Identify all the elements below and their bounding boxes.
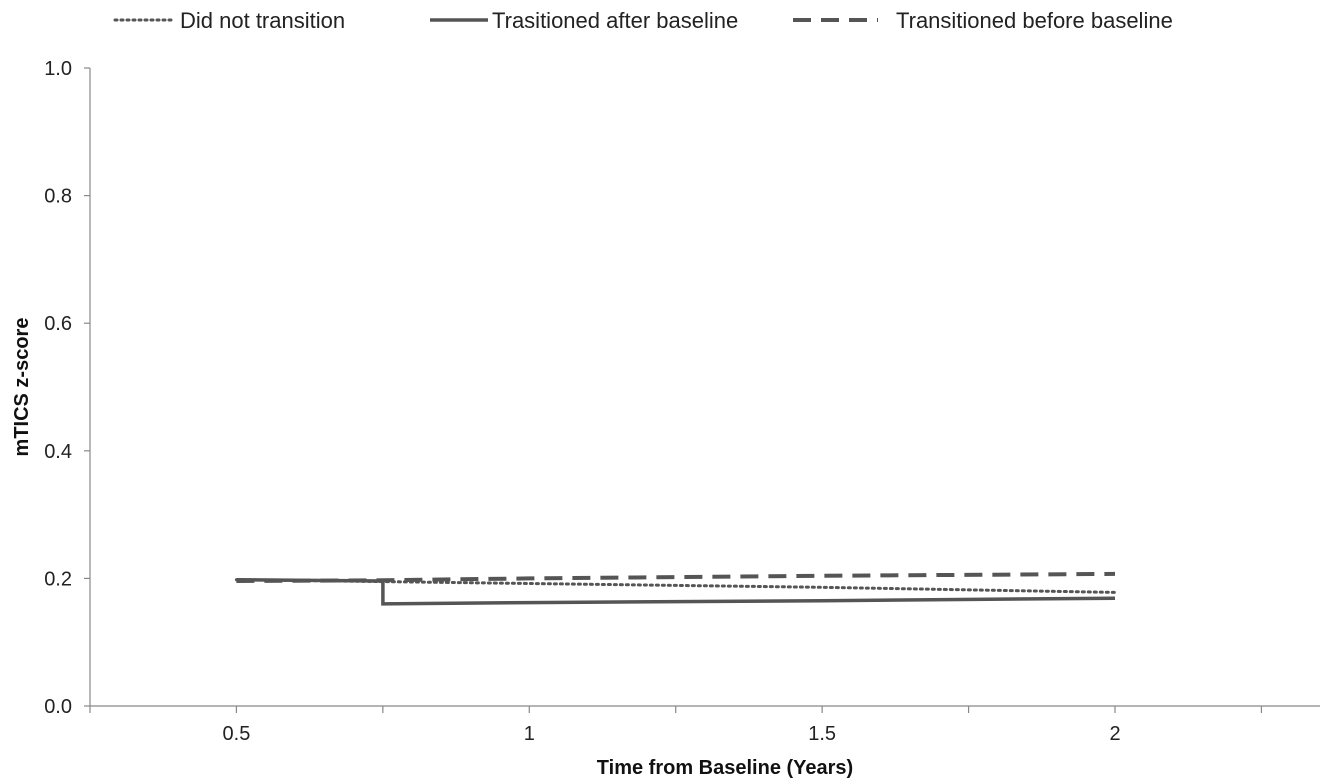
legend-label: Trasitioned after baseline	[492, 8, 738, 33]
series-layer	[234, 571, 1117, 606]
y-tick-label: 0.2	[44, 568, 72, 590]
legend: Did not transition Trasitioned after base…	[113, 8, 1173, 33]
legend-label: Transitioned before baseline	[896, 8, 1173, 33]
x-tick-label: 1	[524, 723, 535, 745]
x-tick-label: 1.5	[808, 723, 836, 745]
series-line-dotted	[234, 578, 1117, 594]
y-tick-label: 0.8	[44, 186, 72, 208]
y-axis-title: mTICS z-score	[11, 318, 33, 457]
series-line-solid	[236, 577, 1116, 606]
y-tick-label: 1.0	[44, 58, 72, 80]
axes	[89, 68, 1320, 707]
y-tick-label: 0.4	[44, 441, 72, 463]
legend-label: Did not transition	[180, 8, 345, 33]
y-axis-ticks: 0.0 0.2 0.4 0.6 0.8 1.0	[44, 58, 90, 718]
y-tick-label: 0.6	[44, 313, 72, 335]
x-tick-label: 2	[1109, 723, 1120, 745]
x-axis-ticks: 0.5 1 1.5 2	[89, 706, 1263, 745]
x-axis-title: Time from Baseline (Years)	[597, 757, 853, 779]
y-tick-label: 0.0	[44, 696, 72, 718]
x-tick-label: 0.5	[223, 723, 251, 745]
